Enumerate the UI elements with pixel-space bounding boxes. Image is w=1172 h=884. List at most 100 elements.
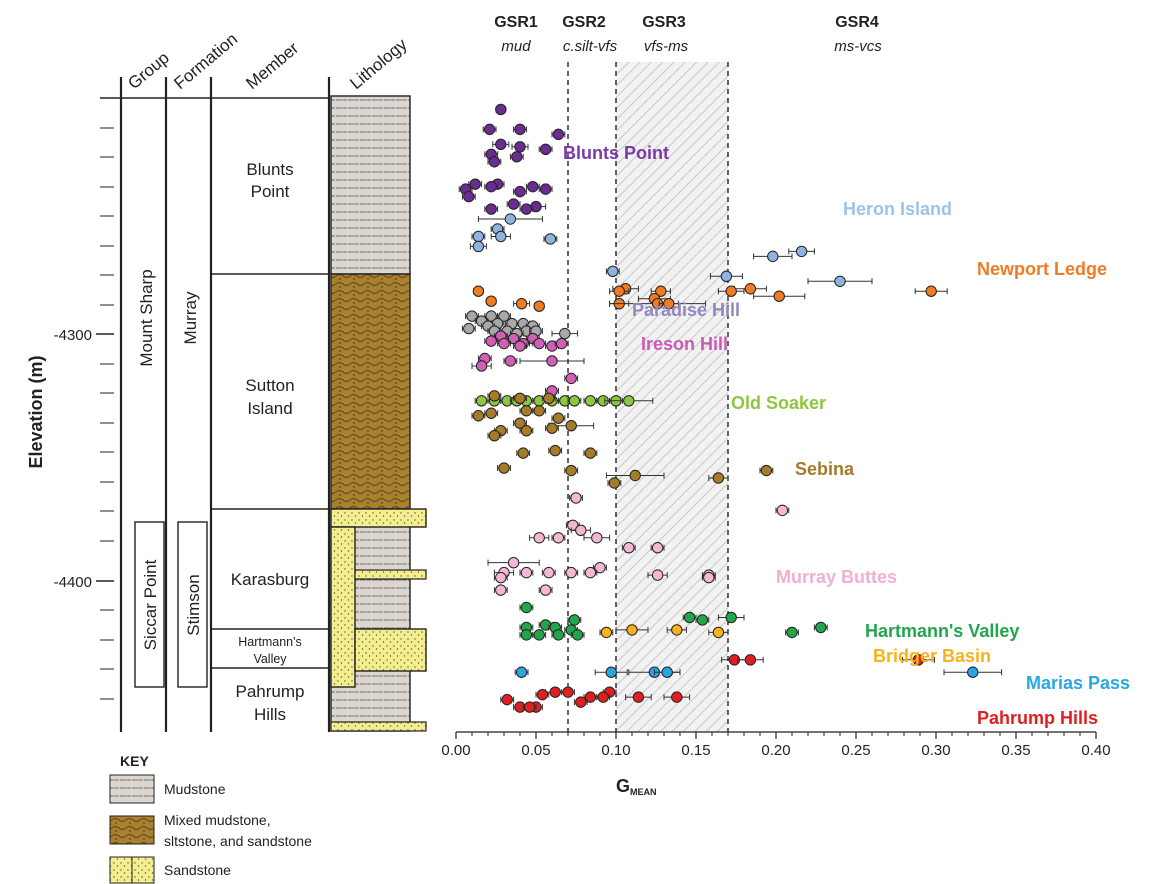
data-point — [504, 213, 517, 225]
data-point — [514, 340, 526, 352]
member-sutton-island-2: Island — [247, 399, 292, 418]
data-point — [776, 504, 789, 517]
data-point — [533, 532, 545, 544]
data-point — [514, 392, 526, 405]
gsr1-sub: mud — [501, 38, 531, 55]
y-tick-4400: -4400 — [54, 574, 92, 591]
key-label-mixed-1: Mixed mudstone, — [164, 812, 271, 828]
data-point — [466, 310, 478, 322]
formation-murray: Murray — [181, 291, 200, 344]
data-point — [725, 285, 737, 297]
data-point — [608, 477, 621, 489]
data-point — [472, 230, 485, 243]
data-point — [623, 542, 635, 554]
data-point — [568, 614, 581, 626]
data-point — [533, 337, 545, 350]
data-point — [498, 337, 510, 350]
data-point — [485, 335, 497, 347]
data-point — [552, 629, 565, 641]
group-siccar-point: Siccar Point — [141, 559, 160, 650]
data-point — [584, 447, 597, 459]
data-point — [663, 297, 675, 310]
key-swatch-sandstone-a — [109, 856, 133, 884]
data-point — [543, 392, 555, 405]
key-title: KEY — [120, 753, 149, 769]
data-point — [671, 691, 683, 703]
x-tick-label: 0.10 — [601, 742, 630, 759]
x-tick-label: 0.05 — [521, 742, 550, 759]
y-tick-4300: -4300 — [54, 327, 92, 344]
gsr-headers: GSR1 mud GSR2 c.silt-vfs GSR3 vfs-ms GSR… — [494, 14, 882, 55]
member-pahrump-hills-1: Pahrump — [236, 682, 305, 701]
group-label: Ireson Hill — [641, 334, 728, 354]
x-axis-title: GMEAN — [616, 776, 657, 797]
data-point — [600, 626, 613, 639]
data-point — [552, 412, 565, 424]
data-point — [559, 327, 571, 340]
x-tick-label: 0.35 — [1001, 742, 1030, 759]
x-tick-label: 0.15 — [681, 742, 710, 759]
data-point — [488, 156, 501, 168]
data-point — [607, 265, 619, 278]
data-point — [565, 372, 577, 385]
data-point — [632, 691, 645, 703]
data-point — [463, 190, 475, 203]
group-label: Heron Island — [843, 199, 952, 219]
gsr3-shaded-band — [616, 62, 728, 732]
data-point — [725, 611, 737, 624]
data-point — [786, 626, 798, 639]
data-point — [683, 611, 696, 624]
data-point — [495, 103, 507, 116]
data-point — [584, 395, 597, 407]
data-point — [472, 410, 485, 422]
group-label: Pahrump Hills — [977, 708, 1098, 728]
group-label: Hartmann's Valley — [865, 621, 1019, 641]
data-point — [795, 245, 808, 258]
data-point — [495, 571, 507, 584]
data-point — [533, 629, 545, 641]
header-member: Member — [242, 38, 302, 93]
data-point — [584, 691, 597, 703]
data-point — [703, 571, 715, 584]
data-point — [651, 569, 664, 581]
header-lithology: Lithology — [346, 34, 411, 93]
group-label: Blunts Point — [563, 143, 669, 163]
data-point — [720, 270, 733, 282]
data-point — [539, 143, 552, 155]
data-point — [520, 566, 533, 579]
data-point — [555, 337, 568, 350]
member-hartmanns-valley-2: Valley — [253, 652, 287, 666]
litho-mixed — [330, 273, 411, 510]
gsr2-name: GSR2 — [562, 14, 606, 31]
member-hartmanns-valley-1: Hartmann's — [238, 635, 302, 649]
data-point — [565, 464, 577, 477]
litho-mudstone-upper — [330, 95, 411, 275]
key-swatch-sandstone-b — [131, 856, 155, 884]
data-point — [571, 629, 584, 641]
data-point — [511, 151, 523, 163]
data-point — [543, 566, 555, 579]
group-label: Sebina — [795, 459, 855, 479]
data-point — [605, 666, 617, 678]
data-point — [565, 566, 577, 579]
data-point — [591, 532, 603, 544]
x-tick-label: 0.20 — [761, 742, 790, 759]
litho-sand-top — [330, 508, 427, 528]
group-label: Murray Buttes — [776, 567, 897, 587]
data-point — [594, 561, 606, 574]
data-point — [514, 123, 526, 136]
strat-column: Group Formation Member Lithology — [26, 29, 427, 732]
data-point — [536, 688, 549, 701]
group-label: Newport Ledge — [977, 259, 1107, 279]
data-point — [834, 275, 846, 287]
x-axis-ticks: 0.00 0.05 0.10 0.15 0.20 0.25 0.30 0.35 0.40 — [441, 732, 1111, 759]
data-point — [565, 420, 577, 432]
data-point — [520, 203, 533, 215]
data-point — [623, 395, 635, 407]
data-point — [912, 654, 925, 666]
key-swatch-mixed — [109, 815, 155, 845]
header-formation: Formation — [170, 29, 241, 93]
group-siccar-point-box — [134, 521, 165, 688]
data-point — [485, 180, 497, 193]
data-point — [568, 395, 581, 407]
